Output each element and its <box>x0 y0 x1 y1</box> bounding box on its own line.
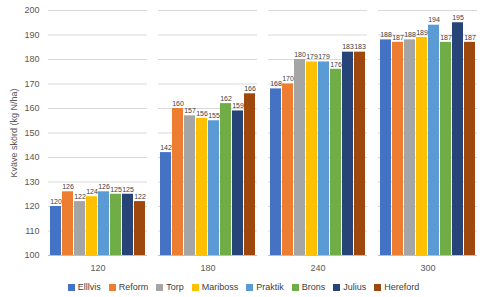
svg-text:166: 166 <box>244 85 256 92</box>
svg-text:194: 194 <box>428 16 440 23</box>
svg-text:155: 155 <box>208 112 220 119</box>
svg-text:183: 183 <box>342 43 354 50</box>
svg-text:240: 240 <box>310 263 325 273</box>
svg-text:124: 124 <box>86 188 98 195</box>
svg-text:157: 157 <box>184 107 196 114</box>
svg-text:190: 190 <box>24 30 39 40</box>
svg-text:187: 187 <box>440 34 452 41</box>
svg-text:160: 160 <box>24 103 39 113</box>
svg-text:126: 126 <box>98 183 110 190</box>
svg-text:125: 125 <box>122 185 134 192</box>
svg-text:160: 160 <box>172 100 184 107</box>
svg-text:180: 180 <box>200 263 215 273</box>
html-text:Praktik: Praktik <box>256 282 284 292</box>
svg-text:187: 187 <box>392 34 404 41</box>
svg-text:126: 126 <box>62 183 74 190</box>
svg-text:170: 170 <box>24 79 39 89</box>
svg-text:120: 120 <box>24 201 39 211</box>
svg-text:110: 110 <box>25 226 39 236</box>
svg-text:125: 125 <box>110 185 122 192</box>
svg-text:122: 122 <box>134 193 146 200</box>
svg-text:140: 140 <box>24 152 39 162</box>
html-text:Torp: Torp <box>166 282 184 292</box>
svg-text:188: 188 <box>380 31 392 38</box>
svg-text:187: 187 <box>464 34 476 41</box>
svg-text:156: 156 <box>196 110 208 117</box>
svg-text:189: 189 <box>416 29 428 36</box>
html-text:Hereford: Hereford <box>384 282 420 292</box>
svg-text:122: 122 <box>74 193 86 200</box>
svg-text:130: 130 <box>24 177 39 187</box>
svg-text:Kväve skörd (kg N/ha): Kväve skörd (kg N/ha) <box>9 88 19 177</box>
html-text:Mariboss: Mariboss <box>201 282 239 292</box>
svg-text:159: 159 <box>232 102 244 109</box>
svg-text:300: 300 <box>420 263 435 273</box>
svg-text:183: 183 <box>354 43 366 50</box>
svg-text:120: 120 <box>90 263 105 273</box>
svg-text:200: 200 <box>24 5 39 15</box>
svg-text:170: 170 <box>282 75 294 82</box>
svg-text:180: 180 <box>24 54 39 64</box>
svg-text:168: 168 <box>270 80 282 87</box>
html-text:Elllvis: Elllvis <box>77 282 101 292</box>
svg-text:195: 195 <box>452 14 464 21</box>
svg-text:188: 188 <box>404 31 416 38</box>
svg-text:120: 120 <box>50 198 62 205</box>
html-text:Brons: Brons <box>301 282 326 292</box>
svg-text:142: 142 <box>160 144 172 151</box>
svg-text:150: 150 <box>24 128 39 138</box>
svg-text:100: 100 <box>24 250 39 260</box>
svg-text:176: 176 <box>330 61 342 68</box>
svg-text:179: 179 <box>318 53 330 60</box>
svg-text:179: 179 <box>306 53 318 60</box>
html-text:Reform: Reform <box>118 282 149 292</box>
svg-text:162: 162 <box>220 95 232 102</box>
svg-text:180: 180 <box>294 51 306 58</box>
html-text:Julius: Julius <box>343 282 367 292</box>
